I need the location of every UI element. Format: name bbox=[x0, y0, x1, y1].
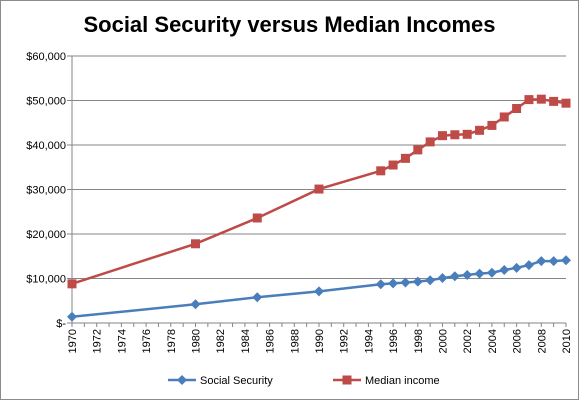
x-tick-label: 1976 bbox=[141, 329, 153, 353]
x-tick-label: 1996 bbox=[388, 329, 400, 353]
series-layer bbox=[67, 94, 571, 322]
social-security-point bbox=[67, 311, 77, 322]
median-income-point bbox=[400, 153, 410, 163]
social-security-point bbox=[449, 271, 460, 282]
social-security-point bbox=[561, 255, 571, 266]
social-security-point bbox=[462, 269, 473, 280]
y-tick-label: $50,000 bbox=[26, 96, 66, 108]
median-income-point bbox=[475, 125, 485, 135]
median-income-point bbox=[425, 137, 435, 147]
x-tick-label: 2004 bbox=[487, 329, 499, 353]
chart-title: Social Security versus Median Incomes bbox=[83, 12, 496, 37]
legend-social-security-label: Social Security bbox=[200, 375, 273, 387]
social-security-point bbox=[375, 279, 386, 290]
social-security-point bbox=[190, 299, 201, 310]
median-income-point bbox=[549, 96, 559, 106]
x-tick-label: 1986 bbox=[265, 329, 277, 353]
median-income-point bbox=[561, 98, 571, 108]
social-security-point bbox=[474, 268, 485, 279]
y-tick-label: $10,000 bbox=[26, 274, 66, 286]
y-tick-label: $30,000 bbox=[26, 185, 66, 197]
median-income-point bbox=[512, 104, 522, 114]
x-tick-label: 2002 bbox=[462, 329, 474, 353]
y-tick-label: $- bbox=[56, 318, 66, 330]
y-tick-label: $60,000 bbox=[26, 51, 66, 63]
x-tick-label: 2010 bbox=[561, 329, 573, 353]
x-tick-label: 1982 bbox=[215, 329, 227, 353]
x-tick-label: 1980 bbox=[191, 329, 203, 353]
social-security-point bbox=[425, 275, 436, 286]
median-income-point bbox=[388, 160, 398, 170]
gridlines bbox=[72, 55, 566, 279]
social-security-point bbox=[252, 292, 263, 303]
legend: Social Security Median income bbox=[168, 375, 440, 387]
median-income-point bbox=[487, 120, 497, 130]
x-tick-label: 1988 bbox=[289, 329, 301, 353]
y-axis-ticks: $- $10,000 $20,000 $30,000 $40,000 $50,000 $60… bbox=[26, 51, 72, 330]
social-security-point bbox=[523, 260, 534, 271]
social-security-point bbox=[499, 265, 510, 276]
legend-median-income-label: Median income bbox=[365, 375, 440, 387]
social-security-point bbox=[511, 262, 522, 273]
social-security-point bbox=[400, 277, 411, 288]
x-tick-label: 1972 bbox=[92, 329, 104, 353]
x-tick-label: 2008 bbox=[536, 329, 548, 353]
x-tick-label: 1992 bbox=[339, 329, 351, 353]
median-income-point bbox=[252, 213, 262, 223]
median-income-point bbox=[499, 112, 509, 122]
x-axis-ticks: 1970 1972 1974 1976 1978 1980 1982 1984 1986 1988… bbox=[67, 323, 573, 353]
median-income-point bbox=[376, 166, 386, 176]
x-tick-label: 1998 bbox=[413, 329, 425, 353]
median-income-point bbox=[536, 94, 546, 104]
median-income-point bbox=[67, 279, 77, 289]
median-income-point bbox=[450, 130, 460, 140]
median-income-point bbox=[191, 239, 200, 249]
legend-social-security-marker bbox=[177, 375, 187, 385]
y-tick-label: $20,000 bbox=[26, 229, 66, 241]
x-tick-label: 1990 bbox=[314, 329, 326, 353]
x-tick-label: 1978 bbox=[166, 329, 178, 353]
social-security-point bbox=[536, 256, 547, 267]
social-security-point bbox=[486, 267, 497, 278]
social-security-point bbox=[314, 286, 324, 297]
social-security-point bbox=[388, 278, 399, 289]
x-tick-label: 2006 bbox=[512, 329, 524, 353]
social-security-point bbox=[548, 256, 559, 267]
social-security-point bbox=[412, 276, 423, 287]
y-tick-label: $40,000 bbox=[26, 140, 66, 152]
x-tick-label: 1974 bbox=[116, 329, 128, 353]
median-income-point bbox=[524, 95, 534, 105]
x-tick-label: 2000 bbox=[438, 329, 450, 353]
x-tick-label: 1994 bbox=[363, 329, 375, 353]
legend-median-income-marker bbox=[342, 375, 352, 385]
x-tick-label: 1970 bbox=[67, 329, 79, 353]
x-tick-label: 1984 bbox=[240, 329, 252, 353]
median-income-point bbox=[413, 145, 423, 155]
median-income-point bbox=[462, 129, 472, 139]
median-income-point bbox=[438, 131, 447, 141]
social-security-point bbox=[437, 273, 448, 284]
median-income-point bbox=[314, 184, 324, 194]
